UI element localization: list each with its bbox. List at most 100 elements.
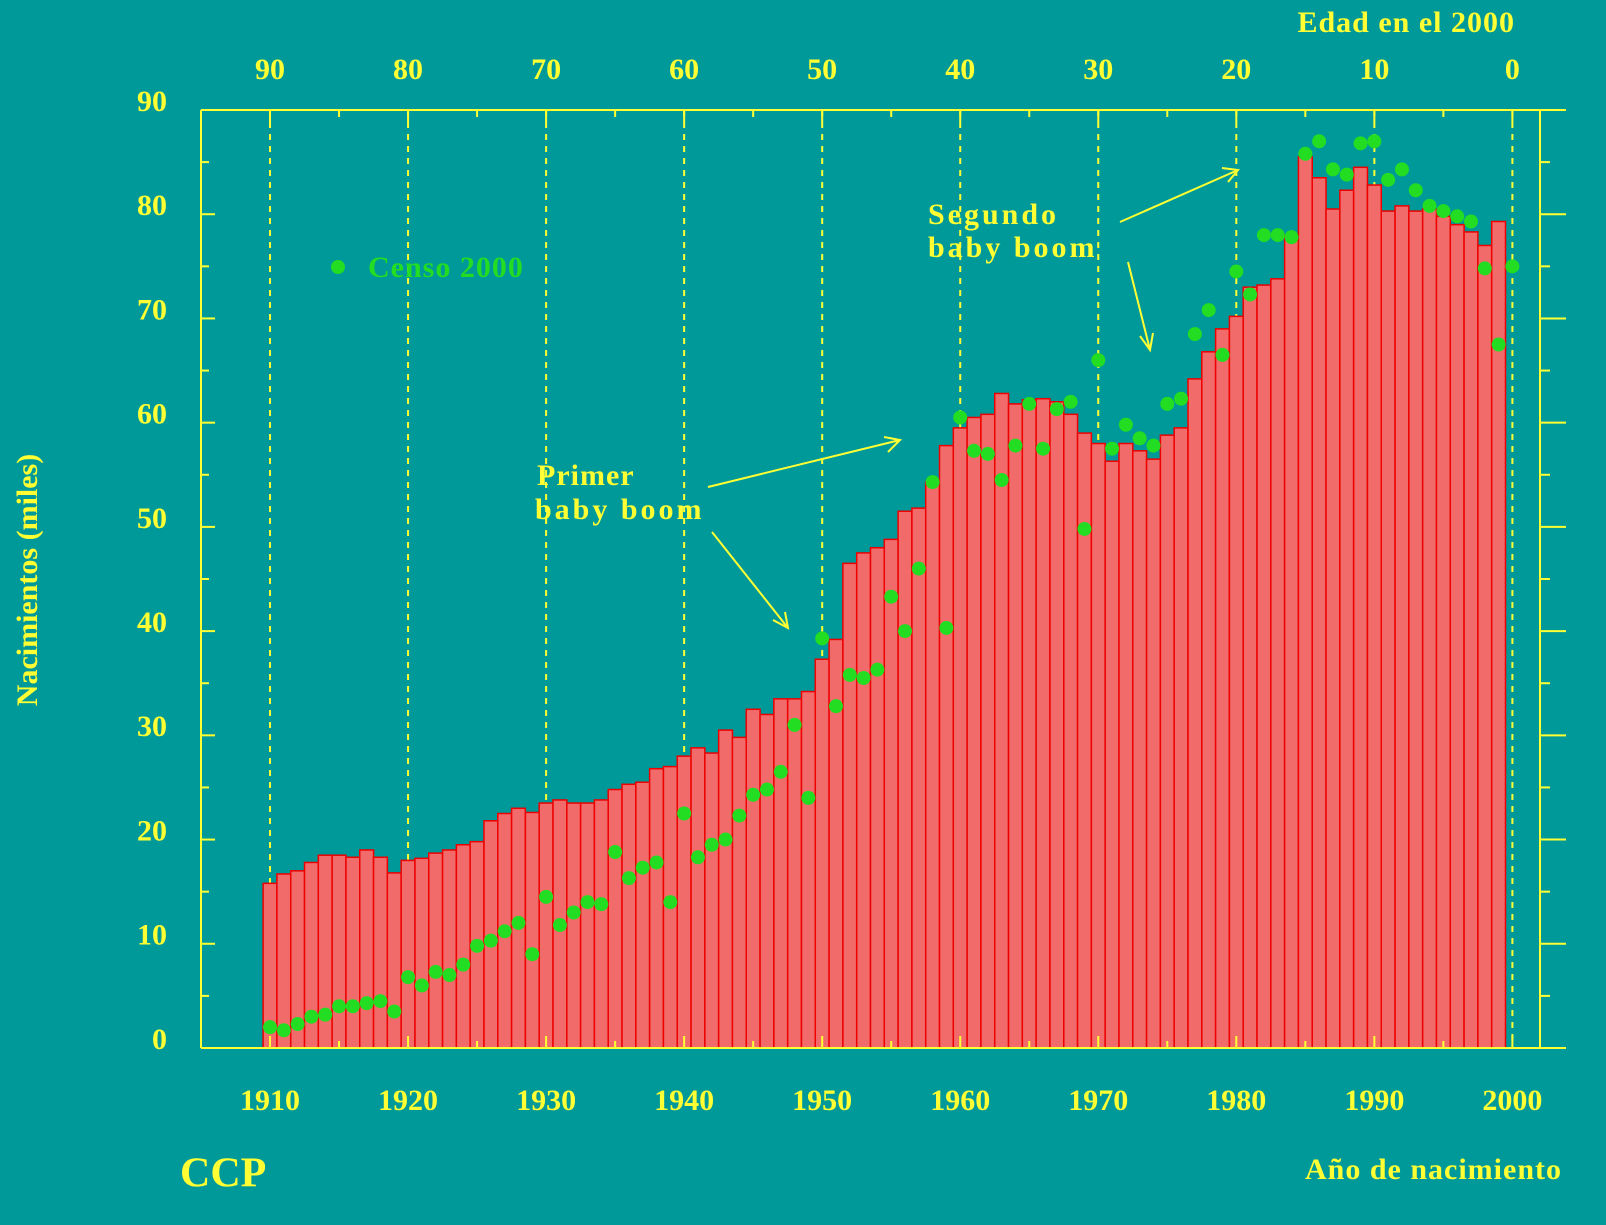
bar bbox=[676, 755, 692, 1049]
point bbox=[442, 968, 457, 983]
point bbox=[1118, 417, 1133, 432]
point bbox=[1367, 134, 1382, 149]
bar bbox=[717, 729, 734, 1049]
bar bbox=[1408, 210, 1424, 1049]
point bbox=[1160, 396, 1175, 411]
point bbox=[1436, 204, 1451, 219]
annotation: baby boom bbox=[535, 493, 705, 526]
point bbox=[1105, 441, 1120, 456]
y-axis-label: Nacimientos (miles) bbox=[11, 454, 44, 706]
point bbox=[470, 938, 485, 953]
point bbox=[759, 782, 774, 797]
x-tick-label: 1930 bbox=[516, 1084, 576, 1117]
x2-tick-label: 80 bbox=[393, 53, 423, 86]
bar bbox=[897, 510, 913, 1049]
bar bbox=[538, 802, 554, 1049]
arrow bbox=[707, 436, 903, 488]
point bbox=[414, 978, 429, 993]
point bbox=[828, 699, 843, 714]
point bbox=[263, 1020, 278, 1035]
bar bbox=[386, 872, 402, 1049]
point bbox=[649, 855, 664, 870]
bar bbox=[1228, 315, 1244, 1049]
point bbox=[332, 999, 347, 1014]
point bbox=[801, 790, 816, 805]
arrow bbox=[711, 531, 790, 630]
point bbox=[635, 860, 650, 875]
bar bbox=[579, 802, 596, 1049]
point bbox=[925, 475, 940, 490]
point bbox=[884, 589, 899, 604]
point bbox=[511, 915, 526, 930]
x-tick-label: 1970 bbox=[1068, 1084, 1128, 1117]
point bbox=[1353, 136, 1368, 151]
point bbox=[1312, 134, 1327, 149]
bar bbox=[1366, 184, 1383, 1049]
bar bbox=[1104, 460, 1120, 1049]
point bbox=[359, 996, 374, 1011]
x-tick-label: 1920 bbox=[378, 1084, 438, 1117]
bar bbox=[1435, 215, 1452, 1049]
point bbox=[704, 837, 719, 852]
bar bbox=[1325, 208, 1341, 1049]
bar bbox=[869, 546, 886, 1049]
bar bbox=[883, 538, 899, 1049]
bar bbox=[773, 698, 789, 1049]
bar bbox=[1173, 427, 1189, 1049]
bar bbox=[1035, 397, 1051, 1049]
x2-tick-label: 10 bbox=[1359, 53, 1389, 86]
bar bbox=[1063, 413, 1079, 1049]
y-tick-label: 50 bbox=[137, 502, 167, 535]
point bbox=[497, 924, 512, 939]
point bbox=[318, 1007, 333, 1022]
point bbox=[566, 905, 581, 920]
point bbox=[483, 933, 498, 948]
point bbox=[290, 1017, 305, 1032]
point bbox=[994, 472, 1009, 487]
y-tick-label: 30 bbox=[137, 710, 167, 743]
point bbox=[1215, 347, 1230, 362]
point bbox=[939, 620, 954, 635]
point bbox=[1298, 146, 1313, 161]
y-tick-label: 10 bbox=[137, 919, 167, 952]
x-axis-label: Año de nacimiento bbox=[1305, 1153, 1562, 1186]
bar bbox=[966, 416, 982, 1049]
point bbox=[345, 999, 360, 1014]
x2-tick-label: 30 bbox=[1083, 53, 1113, 86]
arrow bbox=[1127, 261, 1154, 353]
point bbox=[1146, 438, 1161, 453]
bar bbox=[1256, 284, 1272, 1049]
bar bbox=[1270, 278, 1286, 1049]
bar bbox=[1449, 223, 1465, 1049]
point bbox=[815, 631, 830, 646]
point bbox=[1408, 183, 1423, 198]
x-tick-label: 1940 bbox=[654, 1084, 714, 1117]
bar bbox=[704, 752, 720, 1049]
point bbox=[539, 889, 554, 904]
point bbox=[401, 970, 416, 985]
bar bbox=[400, 859, 416, 1049]
point bbox=[1491, 337, 1506, 352]
bar bbox=[1090, 442, 1106, 1049]
point bbox=[552, 918, 567, 933]
point bbox=[1049, 402, 1064, 417]
bar bbox=[745, 708, 761, 1049]
bar bbox=[455, 844, 471, 1049]
point bbox=[580, 895, 595, 910]
bar bbox=[524, 811, 540, 1049]
bar bbox=[1021, 398, 1037, 1049]
bar bbox=[276, 873, 292, 1049]
point bbox=[304, 1009, 319, 1024]
point bbox=[1201, 303, 1216, 318]
x2-tick-label: 0 bbox=[1505, 53, 1520, 86]
point bbox=[856, 671, 871, 686]
point bbox=[911, 561, 926, 576]
bar bbox=[1352, 166, 1369, 1049]
y-tick-label: 20 bbox=[137, 814, 167, 847]
x-tick-label: 1980 bbox=[1206, 1084, 1266, 1117]
point bbox=[1477, 261, 1492, 276]
bar bbox=[648, 767, 665, 1049]
annotation: Primer bbox=[537, 459, 635, 492]
bar bbox=[1242, 286, 1258, 1049]
